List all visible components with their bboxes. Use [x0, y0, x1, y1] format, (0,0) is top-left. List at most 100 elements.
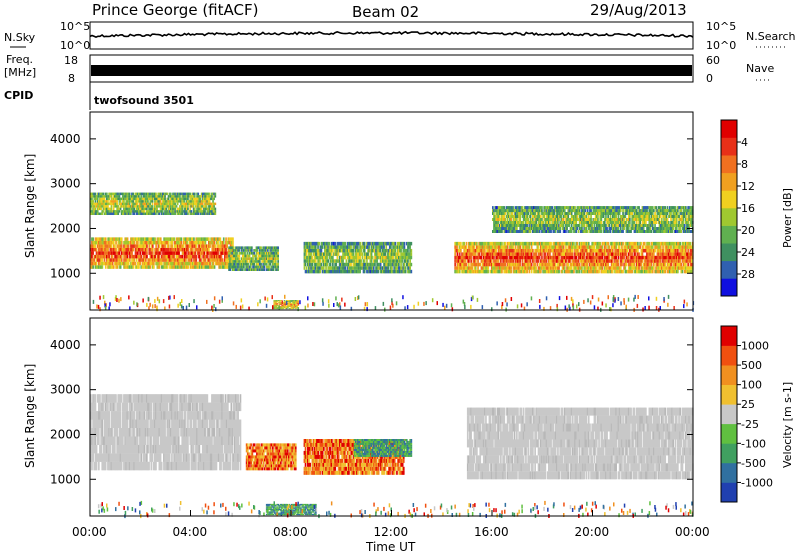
- heatmap-cell: [120, 247, 123, 252]
- heatmap-cell: [502, 262, 504, 267]
- beam-title: Beam 02: [352, 3, 419, 21]
- heatmap-cell: [120, 210, 123, 213]
- heatmap-cell: [386, 266, 389, 270]
- heatmap-cell: [159, 197, 162, 201]
- heatmap-cell: [391, 262, 393, 267]
- heatmap-cell: [374, 262, 376, 267]
- heatmap-cell: [548, 252, 550, 256]
- heatmap-cell: [127, 212, 130, 215]
- heatmap-cell: [305, 252, 308, 256]
- heatmap-cell: [335, 252, 338, 256]
- heatmap-cell: [148, 212, 150, 215]
- heatmap-cell: [621, 248, 623, 253]
- heatmap-cell: [463, 245, 466, 249]
- heatmap-cell: [518, 252, 520, 256]
- heatmap-cell: [118, 254, 121, 259]
- heatmap-cell: [544, 255, 547, 260]
- heatmap-cell: [358, 248, 360, 253]
- heatmap-cell: [474, 266, 477, 270]
- heatmap-cell: [122, 205, 124, 208]
- heatmap-cell: [174, 265, 177, 269]
- heatmap-cell: [575, 255, 578, 260]
- heatmap-cell: [146, 202, 148, 206]
- heatmap-cell: [340, 269, 342, 274]
- heatmap-cell: [189, 244, 192, 248]
- heatmap-cell: [631, 259, 633, 263]
- heatmap-cell: [269, 260, 271, 263]
- heatmap-cell: [410, 241, 413, 246]
- heatmap-cell: [365, 252, 367, 256]
- heatmap-cell: [122, 212, 124, 215]
- heatmap-cell: [317, 245, 319, 249]
- heatmap-cell: [617, 259, 620, 263]
- heatmap-cell: [602, 252, 605, 256]
- heatmap-cell: [160, 205, 163, 208]
- heatmap-cell: [132, 205, 134, 208]
- heatmap-cell: [567, 241, 570, 246]
- heatmap-cell: [124, 197, 126, 201]
- heatmap-cell: [481, 266, 484, 270]
- heatmap-cell: [160, 207, 163, 211]
- heatmap-cell: [217, 251, 219, 255]
- heatmap-cell: [106, 240, 108, 245]
- heatmap-cell: [494, 266, 496, 270]
- heatmap-cell: [102, 261, 105, 266]
- heatmap-cell: [156, 265, 159, 269]
- heatmap-cell: [95, 254, 98, 259]
- heatmap-cell: [553, 252, 556, 256]
- heatmap-cell: [148, 192, 150, 196]
- heatmap-cell: [600, 248, 603, 253]
- heatmap-cell: [641, 245, 644, 249]
- heatmap-cell: [220, 254, 223, 259]
- heatmap-cell: [139, 247, 141, 252]
- heatmap-cell: [559, 252, 562, 256]
- heatmap-cell: [394, 245, 397, 249]
- heatmap-cell: [235, 262, 237, 266]
- heatmap-cell: [557, 255, 559, 260]
- heatmap-cell: [150, 258, 153, 262]
- heatmap-cell: [648, 269, 651, 274]
- heatmap-cell: [259, 260, 261, 263]
- heatmap-cell: [614, 259, 616, 263]
- heatmap-cell: [378, 266, 381, 270]
- heatmap-cell: [482, 252, 485, 256]
- heatmap-cell: [135, 251, 138, 255]
- heatmap-cell: [548, 269, 550, 274]
- heatmap-cell: [235, 268, 237, 271]
- heatmap-cell: [677, 269, 679, 274]
- heatmap-cell: [193, 192, 196, 196]
- heatmap-cell: [325, 248, 327, 253]
- heatmap-cell: [104, 200, 107, 203]
- heatmap-cell: [187, 197, 189, 201]
- heatmap-cell: [193, 258, 195, 262]
- heatmap-cell: [530, 266, 533, 270]
- heatmap-cell: [175, 258, 178, 262]
- heatmap-cell: [194, 265, 196, 269]
- heatmap-cell: [591, 245, 594, 249]
- heatmap-cell: [107, 202, 109, 206]
- heatmap-cell: [110, 251, 113, 255]
- heatmap-cell: [493, 245, 495, 249]
- heatmap-cell: [509, 241, 511, 246]
- heatmap-cell: [275, 257, 277, 260]
- heatmap-cell: [506, 218, 509, 221]
- heatmap-cell: [112, 207, 115, 211]
- heatmap-cell: [497, 269, 500, 274]
- heatmap-cell: [617, 241, 620, 246]
- heatmap-cell: [303, 266, 306, 270]
- heatmap-cell: [143, 251, 146, 255]
- heatmap-cell: [162, 251, 164, 255]
- heatmap-cell: [382, 248, 384, 253]
- heatmap-cell: [487, 259, 490, 263]
- heatmap-cell: [175, 205, 178, 208]
- heatmap-cell: [182, 202, 185, 206]
- heatmap-cell: [132, 237, 135, 241]
- heatmap-cell: [407, 262, 409, 267]
- heatmap-cell: [359, 248, 361, 253]
- heatmap-cell: [189, 247, 192, 252]
- heatmap-cell: [485, 259, 487, 263]
- heatmap-cell: [232, 265, 235, 269]
- heatmap-cell: [198, 240, 201, 245]
- heatmap-cell: [566, 241, 568, 246]
- heatmap-cell: [363, 259, 366, 263]
